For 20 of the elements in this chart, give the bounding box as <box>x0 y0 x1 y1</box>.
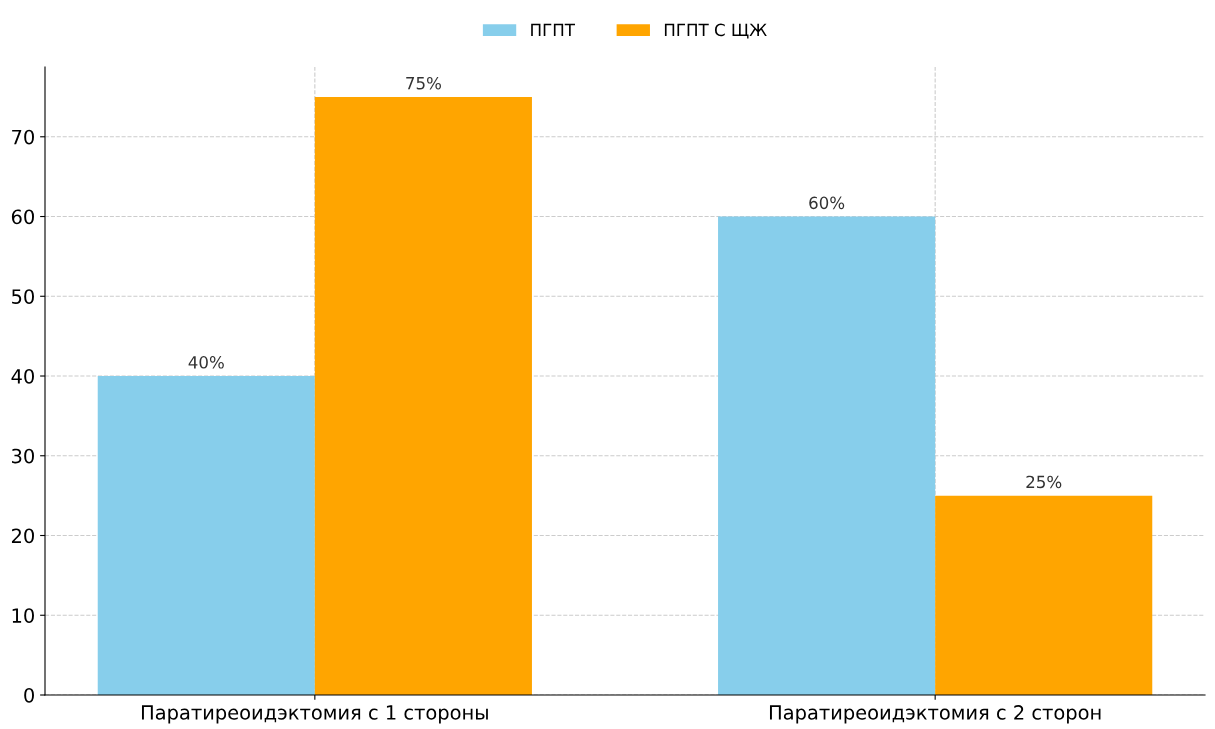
y-tick-label: 0 <box>24 687 34 703</box>
data-label: 40% <box>188 356 224 369</box>
y-tick-label: 30 <box>12 448 34 464</box>
y-tick-label: 60 <box>11 209 34 225</box>
legend-label: ПГПТ <box>531 23 576 36</box>
bar <box>97 376 315 695</box>
y-tick-label: 40 <box>11 368 34 384</box>
legend-label: ПГПТ С ЩЖ <box>664 23 767 39</box>
x-tick-label: Паратиреоидэктомия с 1 стороны <box>141 705 488 724</box>
data-label: 75% <box>406 76 441 90</box>
x-tick-label: Паратиреоидэктомия с 2 сторон <box>769 705 1101 724</box>
bar <box>314 96 532 695</box>
y-tick-label: 70 <box>12 129 34 145</box>
bar <box>935 495 1153 695</box>
bar <box>718 216 936 695</box>
y-tick-label: 10 <box>12 608 34 623</box>
data-label: 60% <box>809 196 845 210</box>
data-label: 25% <box>1026 475 1062 489</box>
y-tick-label: 50 <box>12 289 34 304</box>
y-tick-label: 20 <box>11 528 34 544</box>
